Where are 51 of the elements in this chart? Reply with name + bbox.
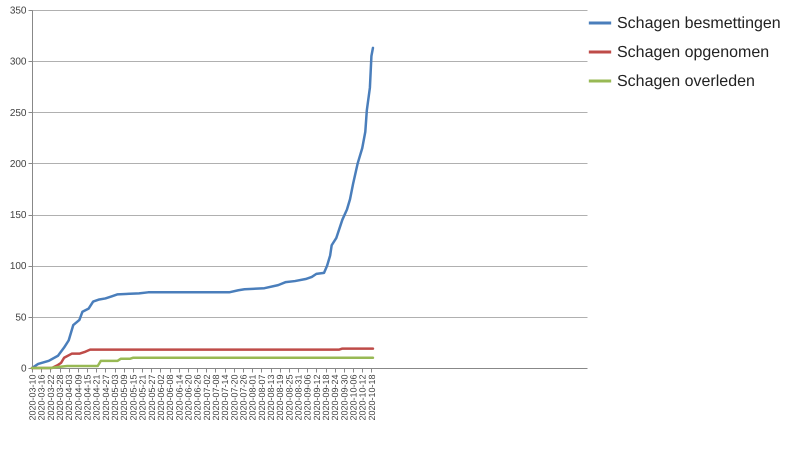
x-tick-label: 2020-10-18: [366, 374, 377, 421]
legend-label: Schagen opgenomen: [617, 44, 770, 61]
x-tick-label: 2020-04-21: [92, 374, 102, 421]
y-tick-label: 300: [10, 56, 27, 68]
x-tick-label: 2020-07-08: [210, 374, 221, 421]
x-tick-label: 2020-05-09: [119, 374, 130, 421]
x-tick-label: 2020-05-21: [138, 374, 148, 421]
x-tick-label: 2020-06-14: [174, 374, 184, 421]
x-tick-label: 2020-03-16: [36, 374, 47, 421]
x-tick-label: 2020-09-18: [321, 374, 332, 421]
line-series: [30, 356, 374, 370]
legend-label: Schagen besmettingen: [617, 15, 781, 32]
x-tick-label: 2020-03-10: [28, 374, 38, 421]
x-tick-label: 2020-08-31: [294, 374, 304, 421]
x-tick-label: 2020-08-07: [256, 374, 267, 421]
x-tick-label: 2020-07-26: [238, 374, 248, 421]
x-tick-label: 2020-03-22: [46, 374, 56, 421]
y-tick-label: 150: [10, 210, 27, 222]
x-tick-label: 2020-04-15: [82, 374, 93, 421]
y-tick-label: 250: [10, 108, 27, 119]
x-tick-label: 2020-03-28: [55, 374, 66, 421]
x-tick-label: 2020-08-01: [248, 374, 258, 421]
x-tick-label: 2020-07-20: [229, 374, 240, 421]
y-tick-label: 50: [15, 312, 27, 324]
x-tick-label: 2020-04-03: [64, 374, 74, 421]
x-tick-label: 2020-06-26: [192, 374, 203, 421]
y-tick-label: 0: [20, 364, 27, 374]
legend-label: Schagen overleden: [617, 73, 755, 90]
x-tick-label: 2020-09-06: [302, 374, 313, 421]
x-tick-label: 2020-07-14: [220, 374, 230, 421]
x-tick-label: 2020-06-02: [156, 374, 166, 421]
x-tick-label: 2020-09-24: [330, 374, 340, 421]
x-tick-label: 2020-04-27: [100, 374, 111, 421]
x-tick-label: 2020-06-08: [165, 374, 176, 421]
x-tick-label: 2020-08-13: [266, 374, 276, 421]
x-tick-label: 2020-05-15: [128, 374, 138, 421]
x-tick-label: 2020-10-12: [358, 374, 368, 421]
x-tick-label: 2020-08-25: [284, 374, 294, 421]
x-tick-label: 2020-08-19: [275, 374, 286, 421]
x-tick-label: 2020-06-20: [183, 374, 194, 421]
y-tick-label: 100: [10, 261, 27, 272]
x-tick-label: 2020-09-12: [312, 374, 322, 421]
x-tick-label: 2020-04-09: [73, 374, 84, 421]
y-tick-label: 200: [10, 158, 27, 170]
x-tick-label: 2020-10-06: [348, 374, 359, 421]
y-tick-label: 350: [10, 6, 27, 16]
line-series: [30, 46, 374, 370]
x-tick-label: 2020-05-27: [146, 374, 157, 421]
x-tick-label: 2020-05-03: [110, 374, 120, 421]
x-tick-label: 2020-09-30: [339, 374, 350, 421]
x-tick-label: 2020-07-02: [202, 374, 212, 421]
